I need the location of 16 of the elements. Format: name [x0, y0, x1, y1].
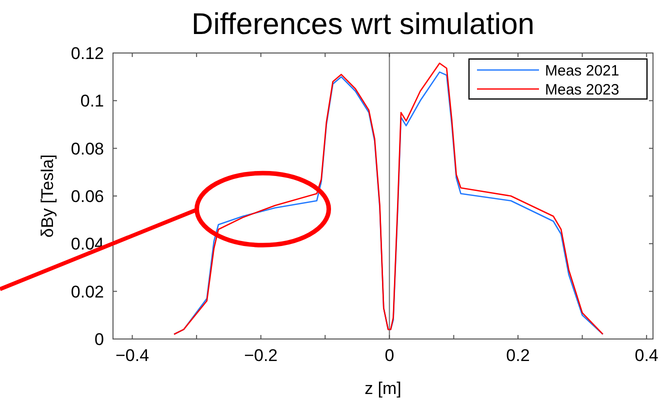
y-tick-label: 0.06 [70, 186, 104, 206]
y-tick-label: 0.02 [70, 282, 104, 302]
y-tick-label: 0.1 [80, 92, 104, 111]
x-tick-label: −0.4 [116, 346, 150, 365]
legend-label: Meas 2021 [545, 62, 620, 80]
legend-label: Meas 2023 [545, 81, 620, 98]
y-axis-title: δBy [Tesla] [38, 154, 57, 238]
x-tick-label: 0.4 [634, 346, 658, 365]
y-tick-label: 0.12 [70, 44, 104, 63]
y-tick-label: 0 [94, 330, 104, 349]
y-tick-label: 0.08 [70, 139, 104, 158]
x-tick-label: 0 [384, 346, 394, 365]
chart-title: Differences wrt simulation [192, 8, 534, 41]
x-axis-title: z [m] [364, 379, 402, 398]
x-tick-label: −0.2 [244, 346, 278, 365]
x-tick-label: 0.2 [506, 346, 530, 365]
